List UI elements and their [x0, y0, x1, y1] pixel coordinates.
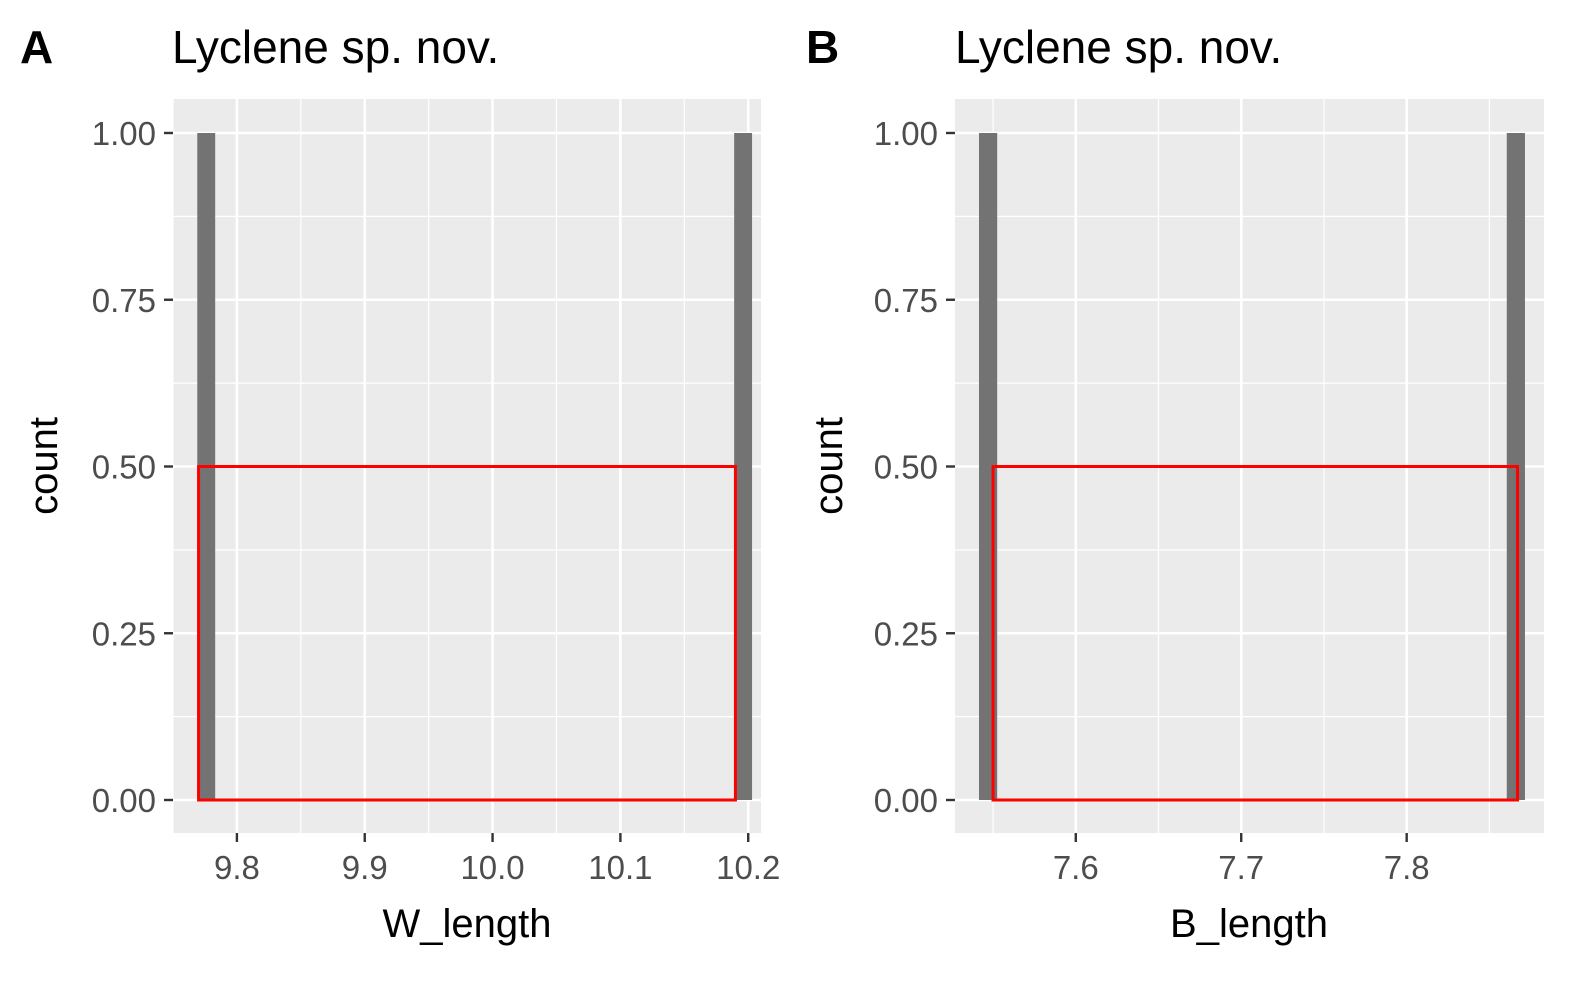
panel-a: A Lyclene sp. nov. 0.000.250.500.751.00 … [20, 21, 780, 946]
panel-a-x-tick-label: 10.0 [460, 849, 524, 886]
panel-a-x-axis: 9.8 9.9 10.0 10.1 10.2 [214, 833, 780, 886]
panel-a-x-axis-label: W_length [383, 902, 552, 946]
panel-b-x-axis-label: B_length [1170, 902, 1328, 946]
panel-b-y-axis: 0.00 0.25 0.50 0.75 1.00 [874, 115, 955, 819]
panel-b-x-tick-label: 7.8 [1384, 849, 1430, 886]
panel-a-x-tick-label: 10.1 [588, 849, 652, 886]
panel-a-tag: A [20, 21, 53, 73]
panel-a-y-tick-label: 1.00 [92, 115, 156, 152]
panel-a-y-axis: 0.00 0.25 0.50 0.75 1.00 [92, 115, 173, 819]
panel-a-y-tick-label: 0.75 [92, 282, 156, 319]
panel-b-y-tick-label: 0.00 [874, 782, 938, 819]
panel-b-y-tick-label: 0.75 [874, 282, 938, 319]
panel-b-y-tick-label: 0.50 [874, 449, 938, 486]
panel-a-x-tick-label: 10.2 [716, 849, 780, 886]
panel-b-y-tick-label: 0.25 [874, 615, 938, 652]
panel-b-tag: B [806, 21, 839, 73]
panel-b-y-tick-label: 1.00 [874, 115, 938, 152]
panel-b-x-axis: 7.6 7.7 7.8 [1053, 833, 1430, 886]
panel-a-y-tick-label: 0.00 [92, 782, 156, 819]
panel-b-y-axis-label: count [807, 417, 851, 515]
panel-a-title: Lyclene sp. nov. [172, 21, 499, 73]
panel-a-y-tick-label: 0.50 [92, 449, 156, 486]
panel-a-histogram-bar [734, 133, 753, 800]
panel-b-highlight-rect [991, 465, 1520, 802]
panel-a-bars [197, 133, 753, 800]
panel-b-title: Lyclene sp. nov. [955, 21, 1282, 73]
panel-a-y-axis-label: count [22, 417, 66, 515]
panel-a-x-tick-label: 9.9 [342, 849, 388, 886]
panel-a-y-tick-label: 0.25 [92, 615, 156, 652]
panel-b: B Lyclene sp. nov. 0.000.250.500.751.00 … [806, 21, 1544, 946]
panel-a-x-tick-label: 9.8 [214, 849, 260, 886]
panel-a-highlight-rect [197, 465, 737, 802]
panel-b-x-tick-label: 7.6 [1053, 849, 1099, 886]
panel-b-x-tick-label: 7.7 [1218, 849, 1264, 886]
